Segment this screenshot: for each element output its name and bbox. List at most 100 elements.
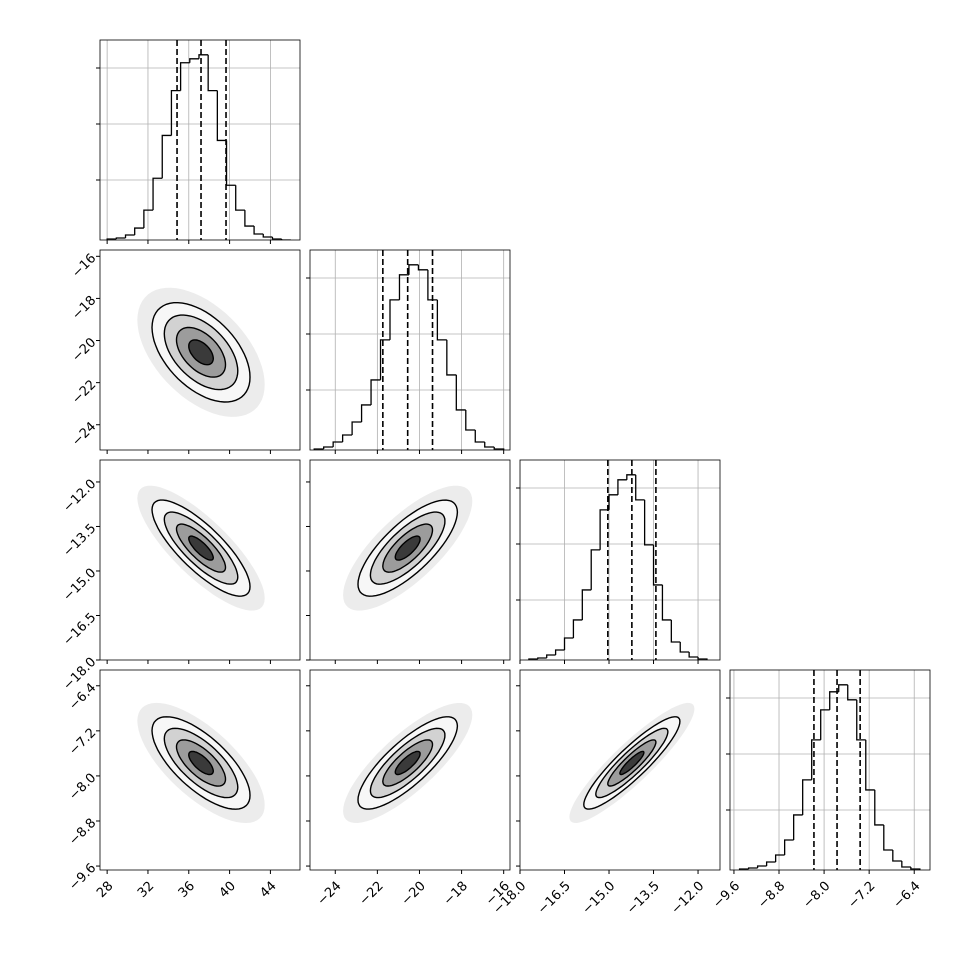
y-tick-label: −7.2 <box>66 726 99 759</box>
histogram-step <box>323 446 334 449</box>
histogram-step <box>626 474 636 480</box>
density-contour <box>619 750 645 776</box>
y-tick-label: −8.8 <box>66 816 99 849</box>
histogram-step <box>360 404 372 422</box>
y-tick-label: −12.0 <box>61 477 100 516</box>
x-tick-label: −8.0 <box>800 879 833 912</box>
panel <box>343 485 473 611</box>
panel <box>310 250 510 450</box>
x-tick-label: −16.5 <box>535 879 574 918</box>
histogram-step <box>901 860 911 868</box>
histogram-step <box>756 865 767 868</box>
panel-frame <box>99 39 301 241</box>
x-tick-label: −18 <box>441 879 471 909</box>
panel <box>100 40 300 240</box>
histogram-step <box>581 589 592 620</box>
histogram-step <box>554 649 565 655</box>
histogram-step <box>124 234 135 239</box>
histogram-step <box>679 641 690 653</box>
histogram-step <box>216 90 227 142</box>
panel-frame <box>729 669 931 871</box>
histogram-step <box>802 779 812 815</box>
panel-frame <box>309 669 511 871</box>
histogram-step <box>697 656 708 660</box>
histogram-step <box>892 849 902 862</box>
histogram-step <box>493 446 505 450</box>
histogram-step <box>765 861 776 866</box>
histogram-step <box>599 509 610 550</box>
panel <box>569 702 695 823</box>
histogram-step <box>484 441 495 448</box>
histogram-step <box>910 866 921 870</box>
histogram-step <box>563 637 574 650</box>
histogram-step <box>225 140 236 186</box>
histogram-step <box>332 441 343 447</box>
x-tick-label: −8.8 <box>755 879 788 912</box>
panel-frame <box>99 669 301 871</box>
histogram-step <box>838 684 848 692</box>
x-tick-label: −9.6 <box>710 879 743 912</box>
histogram-step <box>670 619 681 643</box>
histogram-step <box>398 274 409 300</box>
panel <box>343 703 473 823</box>
histogram-step <box>207 54 218 92</box>
panel <box>137 702 265 823</box>
panel <box>137 287 265 417</box>
x-tick-label: −22 <box>357 879 387 909</box>
histogram-step <box>811 739 821 780</box>
histogram-step <box>427 269 438 301</box>
histogram-step <box>115 237 126 240</box>
y-tick-label: −24 <box>69 419 99 449</box>
density-contour <box>188 750 215 776</box>
histogram-step <box>253 226 264 235</box>
x-tick-label: 28 <box>94 879 116 901</box>
x-tick-label: 36 <box>176 879 198 901</box>
histogram-step <box>446 339 457 376</box>
panel <box>520 460 720 660</box>
histogram-step <box>351 421 362 435</box>
histogram-step <box>161 134 172 179</box>
x-tick-label: 40 <box>217 879 239 901</box>
histogram-step <box>572 619 583 638</box>
panel <box>730 670 930 870</box>
histogram-step <box>747 867 758 869</box>
panel <box>137 485 265 611</box>
histogram-step <box>244 210 255 227</box>
histogram-step <box>465 409 476 431</box>
x-tick-label: −7.2 <box>846 879 879 912</box>
histogram-step <box>408 264 419 275</box>
histogram-step <box>455 374 466 411</box>
histogram-step <box>793 814 803 840</box>
histogram-step <box>436 299 447 341</box>
histogram-step <box>152 177 163 211</box>
histogram-step <box>617 479 627 495</box>
histogram-step <box>774 854 785 862</box>
x-tick-label: 32 <box>135 879 157 901</box>
x-tick-label: −24 <box>315 879 345 909</box>
histogram-step <box>865 739 875 791</box>
x-tick-label: −12.0 <box>669 879 708 918</box>
histogram-step <box>847 684 857 701</box>
density-contour <box>394 750 421 776</box>
y-tick-label: −8.0 <box>66 771 99 804</box>
histogram-step <box>389 299 400 340</box>
histogram-step <box>820 709 830 740</box>
y-tick-label: −9.6 <box>66 861 99 894</box>
histogram-step <box>652 544 663 586</box>
y-tick-label: −16 <box>69 251 99 281</box>
histogram-step <box>474 429 485 443</box>
histogram-step <box>874 789 884 826</box>
x-tick-label: −15.0 <box>580 879 619 918</box>
histogram-step <box>537 657 547 659</box>
histogram-step <box>661 584 672 621</box>
density-contour <box>188 535 215 561</box>
panel-frame <box>99 459 301 661</box>
y-tick-label: −13.5 <box>61 521 100 560</box>
panel-frame <box>519 459 721 661</box>
y-tick-label: −18 <box>69 293 99 323</box>
density-contour <box>188 339 215 366</box>
y-tick-label: −16.5 <box>61 610 100 649</box>
histogram-step <box>280 239 291 240</box>
histogram-step <box>590 549 601 590</box>
histogram-step <box>417 264 428 271</box>
